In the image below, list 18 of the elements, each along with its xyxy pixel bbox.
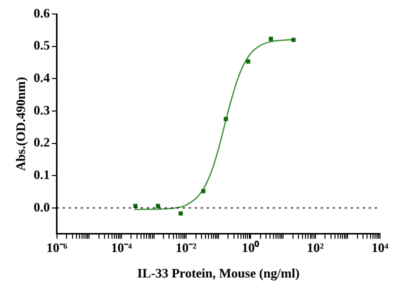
y-axis-title: Abs.(OD.490nm)	[13, 76, 28, 171]
y-tick-label: 0.1	[34, 166, 50, 182]
x-tick-label: 10²	[306, 240, 324, 255]
y-tick-label: 0.3	[34, 102, 50, 118]
x-tick-label: 10⁰	[242, 240, 260, 255]
x-tick-label: 10⁻⁶	[46, 240, 68, 255]
y-tick-label: 0.5	[34, 38, 50, 53]
y-tick-label: 0.0	[34, 199, 50, 214]
y-tick-label: 0.6	[34, 5, 50, 20]
y-tick-label: 0.4	[34, 70, 50, 86]
x-axis-title: IL-33 Protein, Mouse (ng/ml)	[137, 266, 300, 281]
x-tick-label: 10⁴	[372, 240, 389, 255]
y-tick-label: 0.2	[34, 134, 50, 150]
x-tick-label: 10⁻²	[176, 240, 197, 255]
x-tick-label: 10⁻⁴	[111, 240, 132, 255]
point	[201, 189, 206, 194]
point	[291, 38, 296, 42]
point	[178, 211, 183, 216]
